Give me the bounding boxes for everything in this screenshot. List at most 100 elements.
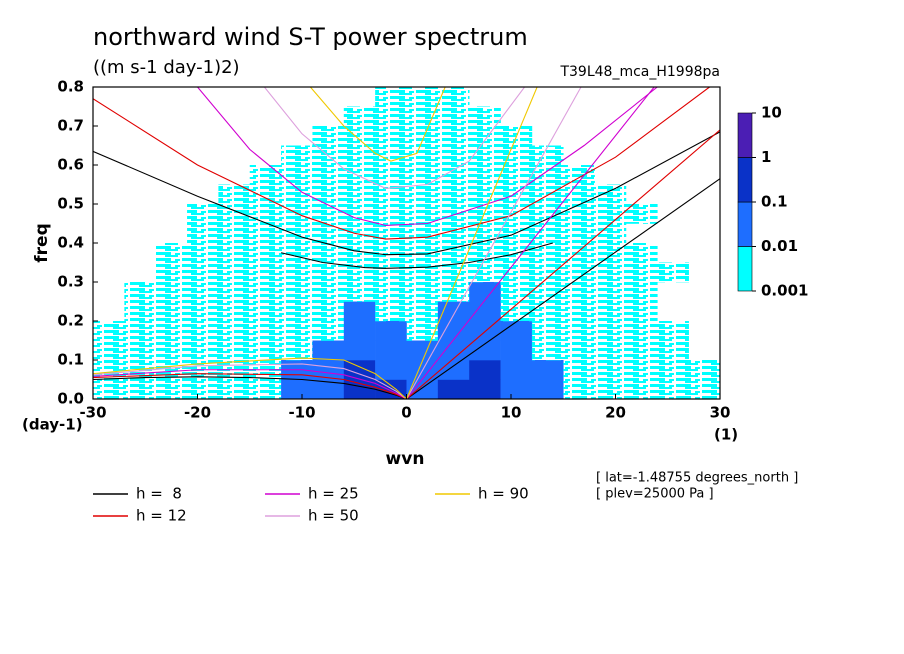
field-cell: [343, 360, 376, 380]
field-cell: [218, 301, 251, 322]
field-cell: [375, 282, 407, 302]
colorbar-segment: [737, 112, 753, 158]
field-cell: [249, 301, 282, 322]
field-cell: [343, 223, 376, 244]
field-cell: [469, 223, 501, 244]
field-cell: [187, 321, 219, 341]
field-cell: [657, 340, 689, 361]
field-cell: [532, 126, 564, 146]
field-cell: [281, 321, 313, 341]
field-cell: [156, 185, 188, 205]
field-cell: [406, 165, 439, 185]
field-cell: [312, 379, 345, 399]
y-tick-label: 0.1: [57, 351, 84, 369]
field-cell: [625, 340, 658, 361]
field-cell: [563, 360, 595, 380]
field-cell: [375, 184, 407, 205]
dispersion-curve: [280, 242, 553, 269]
field-cell: [437, 87, 470, 107]
field-cell: [469, 165, 501, 185]
field-cell: [218, 223, 251, 244]
field-cell: [469, 360, 501, 380]
field-cell: [218, 204, 251, 224]
field-cell: [249, 243, 282, 263]
field-cell: [312, 321, 345, 341]
colorbar-segment: [737, 246, 753, 292]
field-cell: [594, 360, 627, 380]
field-cell: [281, 243, 313, 263]
field-cell: [531, 262, 564, 283]
field-cell: [124, 224, 156, 244]
legend-label: h = 8: [136, 485, 182, 503]
field-cell: [531, 204, 564, 224]
field-cell: [187, 185, 219, 205]
y-tick-label: 0.0: [57, 390, 84, 408]
field-cell: [93, 243, 125, 263]
field-cell: [281, 165, 313, 185]
field-cell: [312, 360, 345, 380]
field-cell: [281, 301, 313, 322]
field-cell: [218, 282, 251, 302]
field-cell: [689, 243, 721, 263]
dispersion-curve: [263, 87, 526, 189]
field-cell: [469, 282, 501, 302]
field-cell: [375, 145, 407, 166]
dispersion-curve: [406, 178, 720, 399]
field-cell: [156, 204, 188, 224]
field-cell: [187, 146, 219, 166]
field-cell: [187, 87, 219, 107]
field-cell: [563, 321, 595, 341]
dispersion-curve: [309, 87, 446, 162]
field-cell: [375, 321, 407, 341]
x-tick-label: 0: [401, 404, 411, 422]
field-cell: [312, 340, 345, 361]
field-cell: [625, 301, 658, 322]
field-cell: [218, 126, 250, 146]
field-cell: [187, 340, 219, 361]
field-cell: [156, 126, 188, 146]
field-cell: [437, 165, 470, 185]
field-cell: [281, 262, 313, 283]
field-cell: [124, 87, 156, 107]
field-cell: [343, 243, 376, 263]
run-label: T39L48_mca_H1998pa: [559, 64, 720, 80]
field-cell: [312, 223, 345, 244]
field-cell: [500, 321, 533, 341]
dispersion-curve: [93, 87, 710, 240]
field-cell: [689, 263, 721, 283]
field-cell: [93, 165, 125, 185]
field-cell: [594, 243, 627, 263]
field-cell: [375, 223, 407, 244]
chart-title: northward wind S-T power spectrum: [93, 23, 528, 51]
field-cell: [281, 145, 313, 166]
field-cell: [437, 321, 470, 341]
dispersion-curve: [93, 369, 407, 399]
field-cell: [93, 204, 125, 224]
field-cell: [218, 87, 250, 107]
y-tick-label: 0.6: [57, 156, 84, 174]
field-cell: [469, 184, 501, 205]
field-cell: [531, 379, 564, 399]
field-cell: [124, 146, 156, 166]
field-cell: [657, 165, 689, 185]
field-cell: [156, 224, 188, 244]
field-cell: [281, 282, 313, 302]
field-cell: [625, 379, 658, 399]
field-cell: [343, 321, 376, 341]
field-cell: [249, 165, 282, 185]
field-cell: [406, 145, 439, 166]
field-cell: [281, 379, 313, 399]
field-cell: [156, 165, 188, 185]
field-cell: [437, 360, 470, 380]
field-cell: [343, 340, 376, 361]
field-cell: [344, 87, 376, 107]
field-cell: [437, 243, 470, 263]
field-cell: [312, 282, 345, 302]
field-cell: [124, 360, 156, 380]
field-cell: [594, 282, 627, 302]
field-cell: [594, 184, 627, 205]
field-cell: [155, 379, 188, 399]
field-cell: [532, 87, 564, 107]
colorbar-label: 0.1: [761, 193, 788, 211]
